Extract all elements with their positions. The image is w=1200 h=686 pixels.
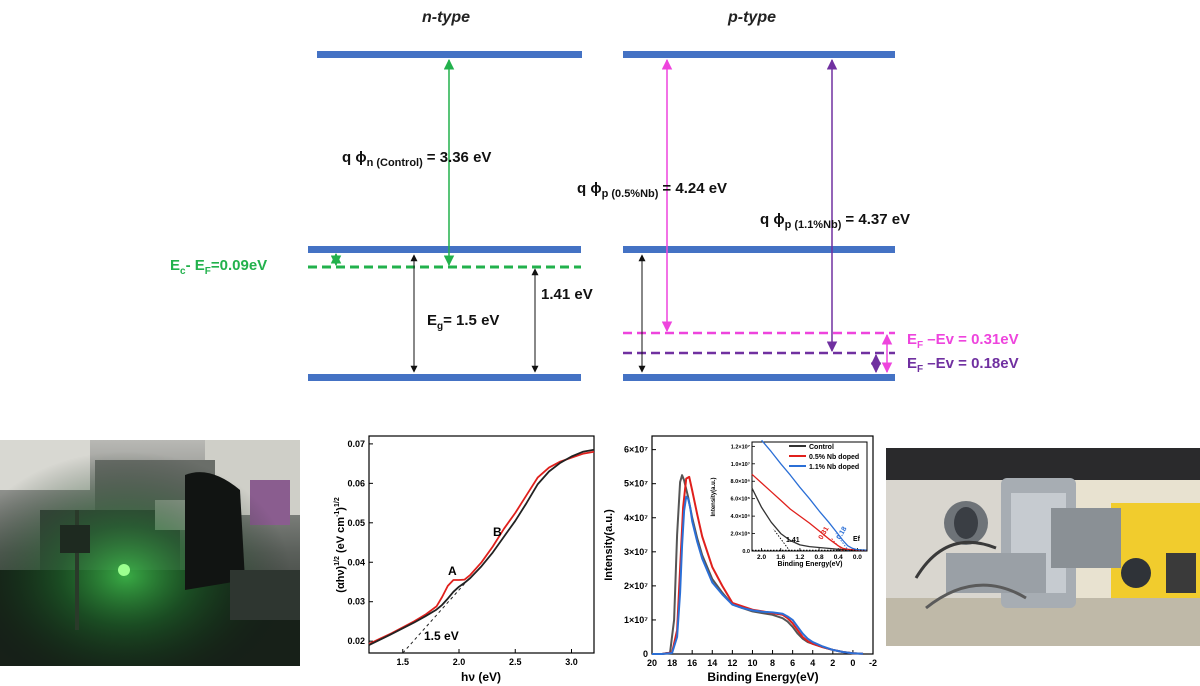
tauc-xtick-label: 2.0 bbox=[453, 657, 466, 667]
tauc-ytick-label: 0.06 bbox=[347, 478, 365, 488]
ups-xtick-label: 2 bbox=[830, 658, 835, 668]
phi-p11-label: q ϕp (1.1%Nb) = 4.37 eV bbox=[760, 211, 910, 231]
ups-xtick-label: 16 bbox=[687, 658, 697, 668]
p-conduction-band bbox=[623, 246, 895, 253]
tauc-series-2 bbox=[402, 576, 471, 654]
ups-xtick-label: 14 bbox=[707, 658, 717, 668]
n-vacuum-level bbox=[317, 51, 582, 58]
tauc-series-0 bbox=[368, 450, 595, 645]
ups-ylabel: Intensity(a.u.) bbox=[603, 509, 615, 581]
ups-xtick-label: 6 bbox=[790, 658, 795, 668]
ups-xtick-label: 0 bbox=[850, 658, 855, 668]
inset-xtick-label: 2.0 bbox=[757, 554, 766, 561]
inset-ytick-label: 0.0 bbox=[742, 549, 750, 555]
ups-xtick-label: 18 bbox=[667, 658, 677, 668]
inset-legend: Control 0.5% Nb doped 1.1% Nb doped bbox=[789, 444, 859, 471]
inset-xtick-label: 0.0 bbox=[853, 554, 862, 561]
tauc-ytick-label: 0.02 bbox=[347, 636, 365, 646]
inset-label-018: 0.18 bbox=[836, 526, 849, 541]
eg-label: Eg= 1.5 eV bbox=[427, 312, 499, 332]
n-valence-band bbox=[308, 374, 581, 381]
ec-ef-label: Ec- EF=0.09eV bbox=[170, 257, 267, 277]
laser-setup-photo bbox=[0, 440, 300, 666]
ups-xtick-label: 20 bbox=[647, 658, 657, 668]
tauc-ytick-label: 0.04 bbox=[347, 557, 365, 567]
inset-ylabel: Intensity(a.u.) bbox=[711, 477, 717, 516]
ups-ytick-label: 2×10⁷ bbox=[624, 581, 648, 591]
tauc-ytick-label: 0.07 bbox=[347, 439, 365, 449]
phi-n-label: q ϕn (Control) = 3.36 eV bbox=[342, 149, 491, 169]
tauc-xtick-label: 3.0 bbox=[565, 657, 578, 667]
tauc-xtick-label: 1.5 bbox=[396, 657, 409, 667]
tauc-label-a: A bbox=[448, 564, 457, 578]
ups-xtick-label: 10 bbox=[747, 658, 757, 668]
tauc-ylabel: (αhν)1/2 (eV cm-1)1/2 bbox=[334, 497, 347, 593]
legend-control: Control bbox=[809, 444, 834, 451]
inset-series-control bbox=[751, 487, 867, 551]
tauc-xtick-label: 2.5 bbox=[509, 657, 522, 667]
inset-ytick-label: 2.0×10⁶ bbox=[730, 532, 750, 538]
legend-05nb: 0.5% Nb doped bbox=[809, 454, 859, 461]
phi-p05-label: q ϕp (0.5%Nb) = 4.24 eV bbox=[577, 180, 727, 200]
inset-label-ef: Ef bbox=[853, 536, 861, 543]
tauc-ytick-label: 0.03 bbox=[347, 597, 365, 607]
inset-series-0-5-nb-doped bbox=[751, 473, 867, 551]
legend-11nb: 1.1% Nb doped bbox=[809, 464, 859, 471]
inset-xtick-label: 0.4 bbox=[834, 554, 843, 561]
tauc-ytick-label: 0.05 bbox=[347, 518, 365, 528]
ups-xlabel: Binding Energy(eV) bbox=[707, 670, 818, 684]
gap-141-label: 1.41 eV bbox=[541, 286, 593, 303]
tauc-label-b: B bbox=[493, 525, 502, 539]
ups-xtick-label: 4 bbox=[810, 658, 815, 668]
tauc-xlabel: hν (eV) bbox=[461, 670, 501, 684]
p-valence-band bbox=[623, 374, 895, 381]
inset-label-141: 1.41 bbox=[786, 537, 800, 544]
inset-xtick-label: 1.2 bbox=[795, 554, 804, 561]
ups-series-0 bbox=[652, 474, 864, 655]
ups-plot-frame bbox=[651, 435, 874, 655]
inset-extrapolation-line bbox=[773, 528, 791, 552]
inset-ytick-label: 4.0×10⁶ bbox=[730, 514, 750, 520]
band-diagram: n-type p-type q ϕn (Control) = 3.36 eV Ec… bbox=[170, 9, 1019, 381]
inset-xtick-label: 0.8 bbox=[815, 554, 824, 561]
ups-series-2 bbox=[652, 495, 864, 655]
inset-extrapolation-line bbox=[835, 533, 850, 552]
inset-xtick-label: 1.6 bbox=[776, 554, 785, 561]
n-conduction-band bbox=[308, 246, 581, 253]
ef-ev-05-label: EF –Ev = 0.31eV bbox=[907, 331, 1019, 351]
inset-ytick-label: 6.0×10⁶ bbox=[730, 497, 750, 503]
inset-label-031: 0.31 bbox=[818, 526, 831, 541]
ups-series-1 bbox=[652, 475, 864, 655]
ups-ytick-label: 3×10⁷ bbox=[624, 547, 648, 557]
inset-extrapolation-line bbox=[830, 537, 843, 552]
tauc-series-1 bbox=[368, 448, 595, 646]
inset-series-1-1-nb-doped bbox=[761, 439, 868, 551]
p-type-title: p-type bbox=[727, 9, 776, 26]
inset-ytick-label: 1.0×10⁷ bbox=[731, 462, 751, 468]
ups-ytick-label: 4×10⁷ bbox=[624, 513, 648, 523]
ups-inset-frame bbox=[751, 441, 868, 552]
ups-ytick-label: 0 bbox=[643, 649, 648, 659]
ups-xtick-label: 12 bbox=[727, 658, 737, 668]
inset-xlabel: Binding Energy(eV) bbox=[778, 561, 843, 568]
ups-ytick-label: 1×10⁷ bbox=[624, 615, 648, 625]
p-vacuum-level bbox=[623, 51, 895, 58]
inset-ytick-label: 1.2×10⁷ bbox=[731, 444, 751, 450]
tauc-plot-frame bbox=[368, 435, 595, 654]
inset-ytick-label: 8.0×10⁶ bbox=[730, 479, 750, 485]
ups-xtick-label: 8 bbox=[770, 658, 775, 668]
ups-xtick-label: -2 bbox=[869, 658, 877, 668]
ups-ytick-label: 5×10⁷ bbox=[624, 479, 648, 489]
tauc-annotation: 1.5 eV bbox=[424, 629, 459, 643]
ups-ytick-label: 6×10⁷ bbox=[624, 445, 648, 455]
ef-ev-11-label: EF –Ev = 0.18eV bbox=[907, 355, 1019, 375]
n-type-title: n-type bbox=[422, 9, 470, 26]
ups-chamber-photo bbox=[886, 448, 1200, 646]
